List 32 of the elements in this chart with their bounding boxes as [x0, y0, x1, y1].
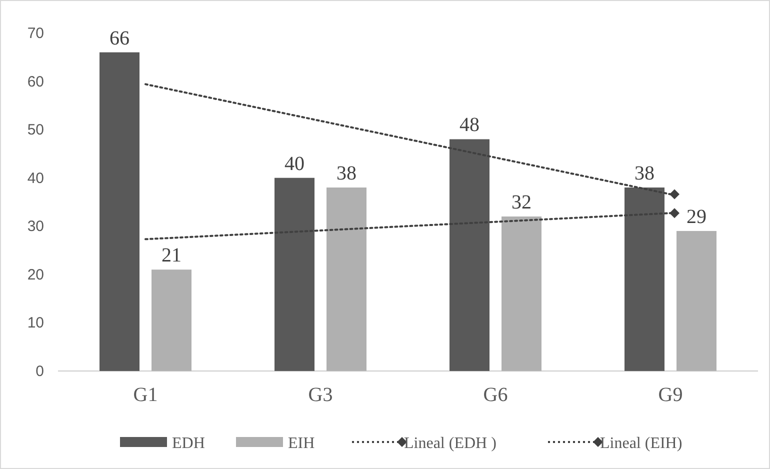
bar [326, 188, 366, 371]
data-label: 66 [110, 27, 130, 50]
bar [450, 139, 490, 371]
y-tick-label: 70 [27, 25, 44, 42]
legend-label: Lineal (EIH) [600, 435, 682, 452]
y-tick-label: 40 [27, 170, 44, 187]
data-label: 32 [512, 191, 532, 214]
data-label: 40 [284, 152, 304, 175]
data-label: 48 [460, 114, 480, 136]
legend-label: Lineal (EDH ) [404, 435, 496, 452]
bar [100, 52, 140, 371]
data-label: 21 [162, 244, 182, 267]
legend-label: EIH [288, 435, 316, 452]
x-tick-label: G1 [133, 384, 158, 406]
y-tick-label: 20 [27, 266, 44, 284]
y-tick-label: 60 [27, 73, 44, 90]
bar [624, 188, 664, 371]
data-label: 38 [634, 162, 654, 185]
bar [676, 230, 716, 371]
x-tick-label: G6 [483, 384, 508, 406]
legend-label: EDH [172, 435, 206, 452]
y-tick-label: 50 [27, 122, 44, 139]
y-tick-label: 30 [27, 218, 44, 236]
data-label: 29 [686, 206, 706, 228]
bar [152, 270, 192, 371]
x-tick-label: G9 [658, 384, 683, 406]
bar [274, 178, 314, 371]
y-tick-label: 10 [27, 314, 44, 332]
y-tick-label: 0 [36, 363, 44, 380]
x-tick-label: G3 [308, 384, 333, 406]
data-label: 38 [336, 162, 356, 185]
bar [502, 216, 542, 371]
